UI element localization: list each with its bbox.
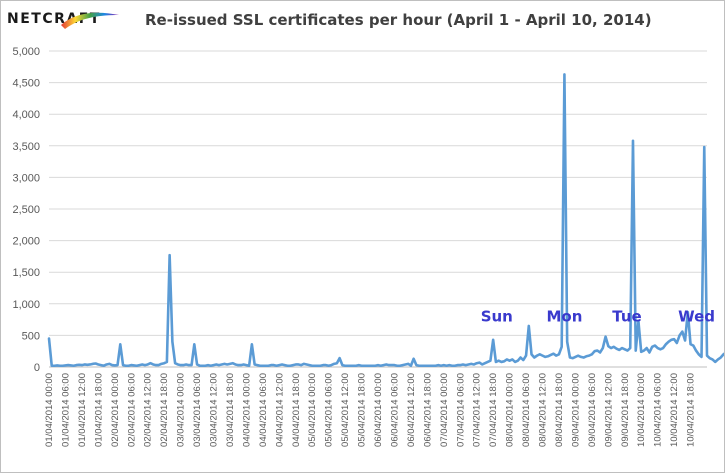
y-tick-label: 3,500 — [12, 141, 40, 153]
y-tick-label: 5,000 — [12, 46, 40, 58]
y-tick-label: 2,500 — [12, 204, 40, 216]
gridlines — [49, 50, 707, 336]
y-axis-tick-labels: 0 500 1,000 1,500 2,000 2,500 3,000 3,500 4,000 4… — [12, 46, 40, 374]
day-annotation: Wed — [678, 307, 715, 325]
x-tick-label: 10/04/2014 18:00 — [686, 373, 697, 447]
y-tick-label: 1,500 — [12, 267, 40, 279]
y-tick-label: 3,000 — [12, 172, 40, 184]
x-tick-label: 01/04/2014 18:00 — [93, 373, 104, 447]
x-tick-label: 05/04/2014 06:00 — [324, 373, 335, 447]
x-tick-label: 06/04/2014 00:00 — [373, 373, 384, 447]
netcraft-logo: NETCRAFT — [7, 11, 101, 27]
day-annotation: Tue — [612, 307, 641, 325]
y-tick-label: 500 — [22, 330, 40, 342]
x-tick-label: 10/04/2014 12:00 — [669, 373, 680, 447]
x-tick-label: 04/04/2014 00:00 — [241, 373, 252, 447]
x-tick-label: 07/04/2014 18:00 — [488, 373, 499, 447]
x-tick-label: 02/04/2014 12:00 — [143, 373, 154, 447]
series-line-layer — [47, 73, 724, 368]
x-tick-label: 07/04/2014 06:00 — [455, 373, 466, 447]
x-tick-label: 02/04/2014 18:00 — [159, 373, 170, 447]
x-tick-label: 04/04/2014 06:00 — [258, 373, 269, 447]
x-tick-label: 02/04/2014 06:00 — [126, 373, 137, 447]
x-tick-label: 08/04/2014 06:00 — [521, 373, 532, 447]
x-tick-label: 07/04/2014 12:00 — [472, 373, 483, 447]
series-line — [47, 73, 724, 368]
x-tick-label: 01/04/2014 12:00 — [77, 373, 88, 447]
y-tick-label: 0 — [34, 362, 40, 374]
x-tick-label: 09/04/2014 12:00 — [603, 373, 614, 447]
x-tick-label: 08/04/2014 12:00 — [538, 373, 549, 447]
x-tick-label: 09/04/2014 18:00 — [620, 373, 631, 447]
chart-title: Re-issued SSL certificates per hour (Apr… — [145, 11, 652, 29]
x-tick-label: 07/04/2014 00:00 — [439, 373, 450, 447]
x-tick-label: 05/04/2014 12:00 — [340, 373, 351, 447]
x-tick-label: 01/04/2014 00:00 — [44, 373, 55, 447]
y-tick-label: 4,500 — [12, 78, 40, 90]
x-tick-label: 06/04/2014 12:00 — [406, 373, 417, 447]
x-tick-label: 10/04/2014 00:00 — [636, 373, 647, 447]
x-tick-label: 03/04/2014 12:00 — [209, 373, 220, 447]
x-axis-tick-labels: 01/04/2014 00:00 01/04/2014 06:00 01/04/20… — [44, 373, 697, 447]
x-tick-label: 06/04/2014 18:00 — [422, 373, 433, 447]
x-tick-label: 03/04/2014 18:00 — [225, 373, 236, 447]
x-tick-label: 03/04/2014 06:00 — [192, 373, 203, 447]
x-tick-label: 01/04/2014 06:00 — [60, 373, 71, 447]
y-tick-label: 2,000 — [12, 236, 40, 248]
netcraft-swoosh-icon — [61, 12, 119, 29]
y-tick-label: 4,000 — [12, 109, 40, 121]
x-tick-label: 05/04/2014 00:00 — [307, 373, 318, 447]
x-tick-label: 06/04/2014 06:00 — [389, 373, 400, 447]
x-tick-label: 04/04/2014 18:00 — [291, 373, 302, 447]
x-tick-label: 10/04/2014 06:00 — [653, 373, 664, 447]
x-tick-label: 02/04/2014 00:00 — [110, 373, 121, 447]
x-tick-label: 08/04/2014 18:00 — [554, 373, 565, 447]
day-annotation: Sun — [481, 307, 513, 325]
x-tick-label: 05/04/2014 18:00 — [357, 373, 368, 447]
x-tick-label: 03/04/2014 00:00 — [176, 373, 187, 447]
x-tick-label: 09/04/2014 06:00 — [587, 373, 598, 447]
x-tick-label: 08/04/2014 00:00 — [505, 373, 516, 447]
x-tick-label: 04/04/2014 12:00 — [274, 373, 285, 447]
day-annotation: Mon — [547, 307, 583, 325]
y-tick-label: 1,000 — [12, 299, 40, 311]
x-tick-label: 09/04/2014 00:00 — [570, 373, 581, 447]
day-annotations: SunMonTueWedThu — [481, 307, 715, 325]
